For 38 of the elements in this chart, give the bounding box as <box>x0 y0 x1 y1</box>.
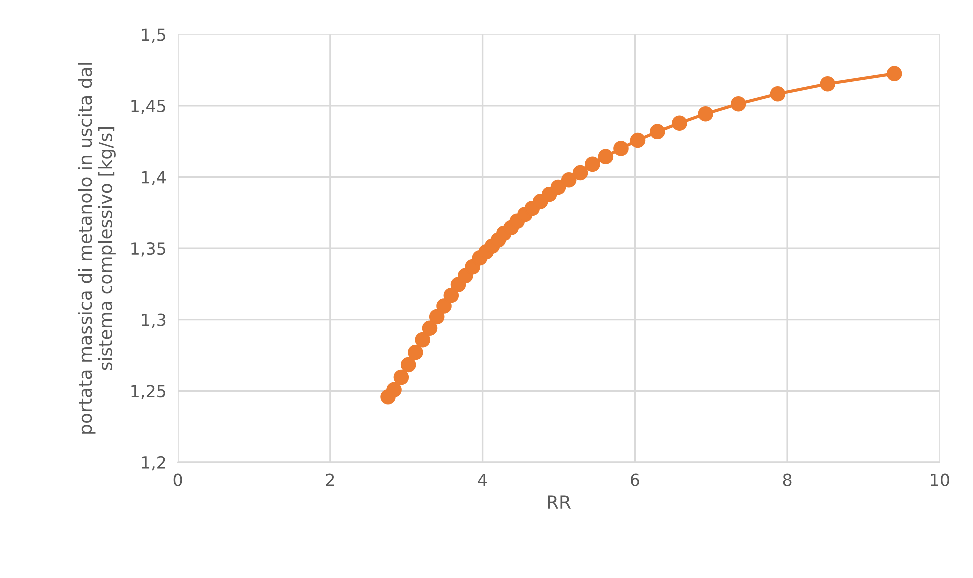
point <box>400 357 416 373</box>
y-tick-label: 1,2 <box>142 456 166 471</box>
point <box>650 124 666 140</box>
point <box>820 76 836 92</box>
y-tick-label: 1,35 <box>132 242 166 257</box>
x-tick-label: 0 <box>174 474 182 486</box>
y-tick-label: 1,3 <box>142 314 166 328</box>
point <box>886 66 902 82</box>
point <box>429 309 445 325</box>
point <box>415 332 430 348</box>
point <box>436 298 452 314</box>
point <box>770 86 786 102</box>
y-axis-title: portata massica di metanolo in uscita dal sistema complessivo [kg/s] <box>78 63 116 434</box>
x-tick-label: 2 <box>326 474 334 486</box>
point <box>614 141 629 156</box>
point <box>561 172 577 188</box>
point <box>386 382 402 398</box>
point <box>422 320 438 336</box>
point <box>598 149 614 165</box>
point <box>408 344 424 360</box>
y-tick-label: 1,5 <box>142 28 166 43</box>
y-tick-label: 1,4 <box>142 171 166 186</box>
x-tick-label: 4 <box>478 474 488 486</box>
y-tick-label: 1,45 <box>132 100 166 114</box>
point <box>572 165 588 181</box>
point <box>585 156 600 172</box>
point <box>394 370 410 386</box>
y-tick-label: 1,25 <box>132 385 166 400</box>
point <box>672 116 688 131</box>
x-tick-label: 10 <box>931 474 950 486</box>
x-tick-label: 8 <box>783 474 792 486</box>
point <box>550 180 566 196</box>
x-axis-title: RR <box>548 496 572 509</box>
point <box>698 106 714 122</box>
point <box>630 132 646 148</box>
point <box>444 288 460 304</box>
x-tick-label: 6 <box>631 474 640 486</box>
point <box>730 96 746 112</box>
